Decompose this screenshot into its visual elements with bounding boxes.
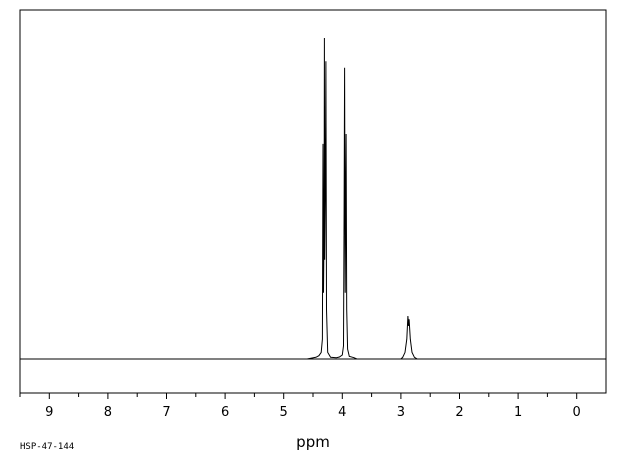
x-tick-label: 0 [573, 405, 581, 420]
x-tick-label: 4 [338, 405, 346, 420]
x-tick-label: 1 [514, 405, 522, 420]
spectrum-line [20, 37, 606, 360]
x-tick-label: 9 [45, 405, 53, 420]
x-tick-label: 5 [280, 405, 288, 420]
x-tick-label: 2 [455, 405, 463, 420]
x-tick-label: 6 [221, 405, 229, 420]
x-tick-label: 7 [162, 405, 170, 420]
x-axis-ticks [19, 393, 578, 399]
sample-code-label: HSP-47-144 [20, 442, 74, 452]
x-tick-label: 8 [104, 405, 112, 420]
x-tick-label: 3 [397, 405, 405, 420]
plot-frame [19, 9, 607, 394]
x-axis-tick-labels: 9 8 7 6 5 4 3 2 1 0 [45, 405, 581, 420]
x-axis-label: ppm [296, 433, 330, 451]
